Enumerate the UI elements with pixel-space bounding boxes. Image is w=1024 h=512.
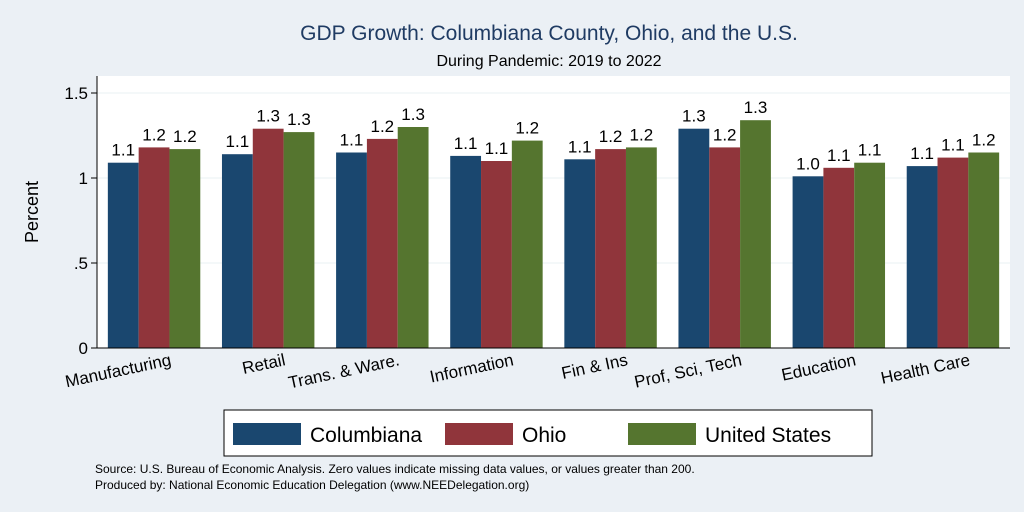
- legend-swatch: [233, 423, 301, 445]
- bar-data-label: 1.2: [142, 125, 166, 144]
- bars: [107, 120, 1000, 348]
- bar: [481, 161, 512, 348]
- bar: [709, 147, 741, 348]
- bar-data-label: 1.3: [682, 107, 706, 126]
- bar: [283, 132, 315, 348]
- bar: [906, 166, 938, 348]
- y-axis: 0 .5 1 1.5: [64, 76, 98, 358]
- legend-swatch: [445, 423, 513, 445]
- bar-data-label: 1.2: [630, 125, 654, 144]
- chart-subtitle: During Pandemic: 2019 to 2022: [436, 53, 661, 70]
- legend-box: [223, 409, 873, 457]
- bar: [366, 138, 398, 348]
- bar: [511, 140, 543, 348]
- bar-data-label: 1.3: [401, 105, 425, 124]
- bar-data-label: 1.2: [515, 119, 539, 138]
- produced-by-note: Produced by: National Economic Education…: [95, 478, 529, 492]
- bar: [169, 149, 201, 348]
- bar: [678, 128, 710, 348]
- bar-data-label: 1.2: [972, 131, 996, 150]
- data-labels: 1.1 1.2 1.2 1.1 1.3 1.3 1.1 1.2 1.3 1.1 1.1 1.2 1.1 1…: [111, 98, 995, 173]
- bar: [792, 176, 824, 348]
- bar-data-label: 1.3: [744, 98, 768, 117]
- bar-data-label: 1.1: [226, 132, 250, 151]
- bar-data-label: 1.1: [910, 144, 934, 163]
- bar-data-label: 1.2: [713, 125, 737, 144]
- legend-swatch: [628, 423, 696, 445]
- x-category-label: Trans. & Ware.: [287, 350, 402, 392]
- legend: Columbiana Ohio United States: [223, 409, 873, 457]
- x-axis: Manufacturing Retail Trans. & Ware. Informa…: [64, 347, 1010, 392]
- chart-title: GDP Growth: Columbiana County, Ohio, and…: [300, 22, 798, 45]
- bar: [740, 120, 771, 348]
- bar-data-label: 1.3: [287, 110, 311, 129]
- bar-data-label: 1.1: [454, 134, 478, 153]
- bar: [937, 157, 969, 348]
- bar-data-label: 1.1: [485, 139, 509, 158]
- bar-data-label: 1.2: [370, 117, 394, 136]
- bar: [336, 152, 367, 348]
- legend-label: United States: [705, 424, 831, 447]
- legend-items: Columbiana Ohio United States: [233, 423, 831, 447]
- bar: [823, 167, 855, 348]
- bar-data-label: 1.1: [827, 146, 851, 165]
- bar: [625, 147, 657, 348]
- bar-data-label: 1.2: [599, 127, 623, 146]
- x-category-label: Prof, Sci, Tech: [633, 350, 744, 391]
- bar-data-label: 1.1: [941, 136, 965, 155]
- bar: [107, 162, 139, 348]
- source-note: Source: U.S. Bureau of Economic Analysis…: [95, 462, 695, 476]
- legend-label: Columbiana: [310, 424, 422, 447]
- bar: [450, 155, 482, 348]
- bar-data-label: 1.1: [340, 131, 364, 150]
- bar-data-label: 1.1: [858, 141, 882, 160]
- x-category-label: Health Care: [879, 350, 972, 387]
- bar-data-label: 1.3: [256, 107, 280, 126]
- bar: [564, 159, 596, 348]
- y-tick-label: .5: [74, 254, 88, 273]
- bar: [138, 147, 170, 348]
- bar: [968, 152, 1000, 348]
- x-category-label: Information: [428, 350, 515, 386]
- y-axis-label: Percent: [22, 181, 42, 243]
- bar: [221, 154, 253, 348]
- bar-data-label: 1.1: [111, 141, 135, 160]
- bar: [397, 127, 429, 348]
- x-category-label: Education: [780, 350, 858, 384]
- y-tick-label: 1: [79, 169, 88, 188]
- y-tick-label: 1.5: [64, 84, 88, 103]
- bar-data-label: 1.1: [568, 137, 592, 156]
- y-tick-label: 0: [79, 339, 88, 358]
- x-category-label: Retail: [241, 350, 287, 378]
- bar: [595, 149, 626, 348]
- legend-label: Ohio: [522, 424, 566, 447]
- bar-data-label: 1.0: [796, 154, 820, 173]
- x-category-label: Fin & Ins: [560, 350, 630, 383]
- bar: [854, 162, 886, 348]
- bar: [252, 128, 284, 348]
- bar-data-label: 1.2: [173, 127, 197, 146]
